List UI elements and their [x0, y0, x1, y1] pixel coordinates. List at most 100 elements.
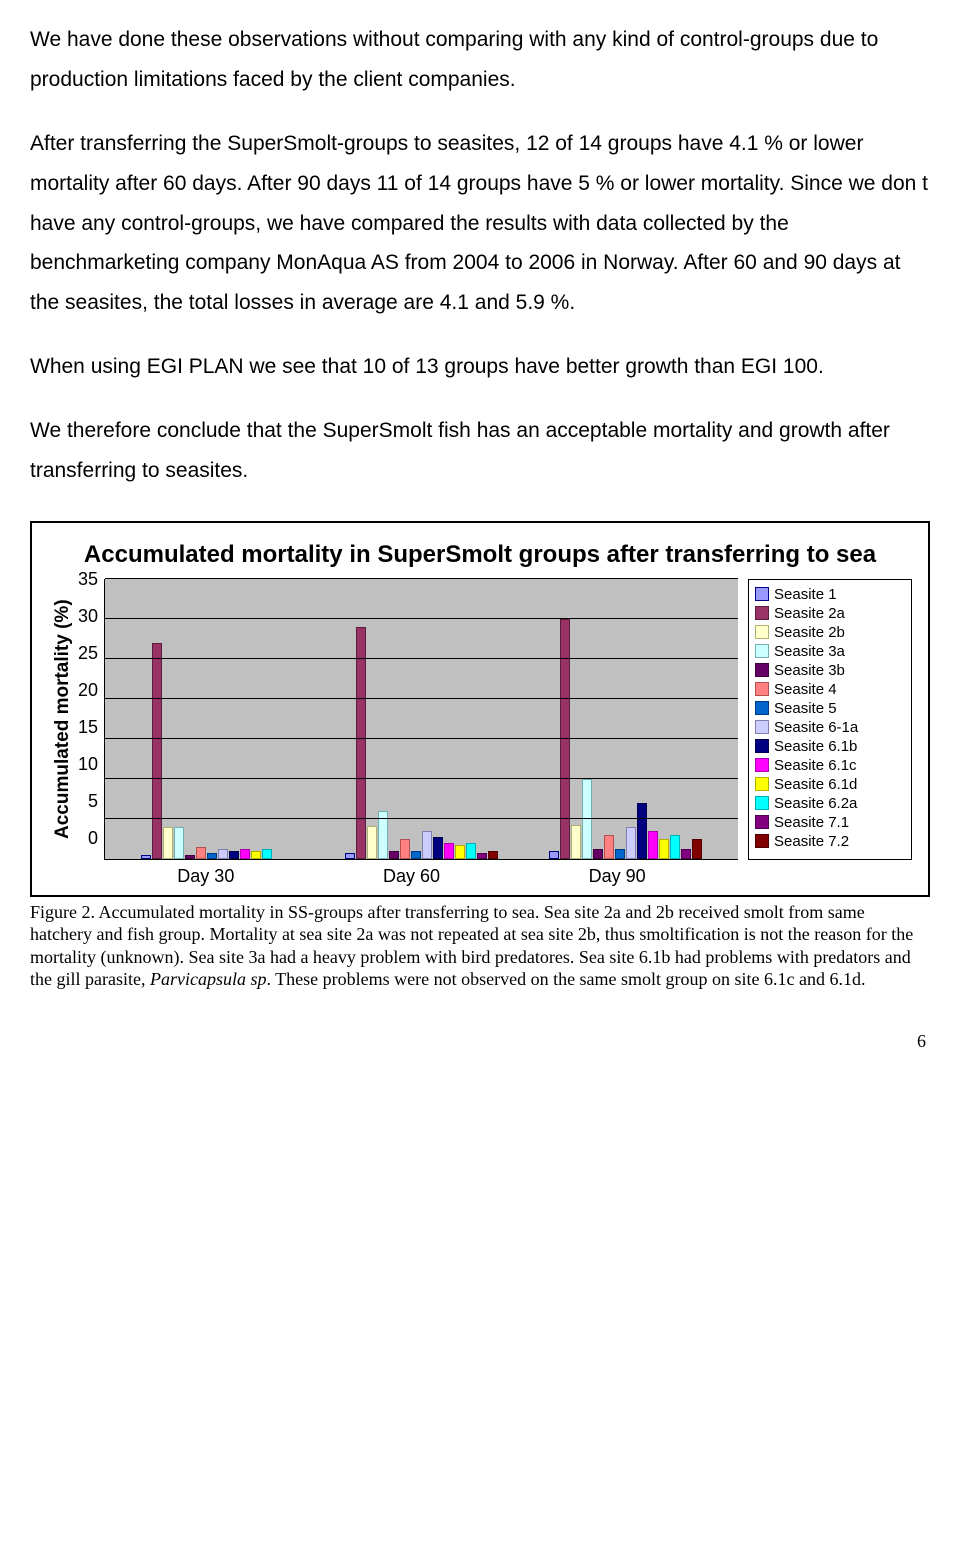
legend-item: Seasite 5: [755, 700, 905, 717]
legend-item: Seasite 6.1b: [755, 738, 905, 755]
y-tick: 35: [78, 569, 98, 590]
legend-label: Seasite 5: [774, 700, 837, 717]
legend-item: Seasite 6.1c: [755, 757, 905, 774]
bar: [582, 779, 592, 859]
bar: [251, 851, 261, 859]
legend-swatch: [755, 739, 769, 753]
y-axis-label: Accumulated mortality (%): [48, 579, 78, 860]
grid-line: [105, 738, 738, 739]
bar-group: [141, 579, 294, 859]
bar: [670, 835, 680, 859]
bar: [152, 643, 162, 859]
bar: [367, 826, 377, 859]
legend-label: Seasite 6.1b: [774, 738, 857, 755]
y-tick: 0: [78, 828, 98, 849]
legend-item: Seasite 6.1d: [755, 776, 905, 793]
bar: [477, 853, 487, 859]
bar: [626, 827, 636, 859]
y-tick: 5: [78, 791, 98, 812]
bar: [185, 855, 195, 859]
y-tick: 10: [78, 754, 98, 775]
legend-label: Seasite 4: [774, 681, 837, 698]
paragraph-2: After transferring the SuperSmolt-groups…: [30, 124, 930, 323]
legend-label: Seasite 1: [774, 586, 837, 603]
legend-item: Seasite 7.1: [755, 814, 905, 831]
bar-group: [549, 579, 702, 859]
y-tick: 25: [78, 643, 98, 664]
bar: [356, 627, 366, 859]
legend-swatch: [755, 796, 769, 810]
legend-item: Seasite 7.2: [755, 833, 905, 850]
bar: [400, 839, 410, 859]
legend-label: Seasite 6.1c: [774, 757, 857, 774]
x-axis-ticks: Day 30Day 60Day 90: [103, 866, 720, 887]
legend-item: Seasite 3a: [755, 643, 905, 660]
bar: [218, 849, 228, 859]
page: We have done these observations without …: [0, 0, 960, 1072]
chart-row: Accumulated mortality (%) 35302520151050…: [48, 579, 912, 860]
bar: [692, 839, 702, 859]
legend-swatch: [755, 701, 769, 715]
legend-swatch: [755, 834, 769, 848]
legend: Seasite 1 Seasite 2a Seasite 2b Seasite 3a S…: [748, 579, 912, 860]
grid-line: [105, 698, 738, 699]
paragraph-3: When using EGI PLAN we see that 10 of 13…: [30, 347, 930, 387]
page-number: 6: [30, 1031, 930, 1052]
legend-swatch: [755, 720, 769, 734]
x-tick: Day 30: [177, 866, 234, 887]
grid-line: [105, 778, 738, 779]
bar: [549, 851, 559, 859]
legend-swatch: [755, 606, 769, 620]
caption-italic: Parvicapsula sp: [150, 969, 267, 989]
legend-swatch: [755, 644, 769, 658]
bar: [196, 847, 206, 859]
bar: [637, 803, 647, 859]
legend-label: Seasite 7.1: [774, 814, 849, 831]
y-tick: 30: [78, 606, 98, 627]
bar: [681, 849, 691, 859]
bar: [571, 825, 581, 859]
legend-item: Seasite 6.2a: [755, 795, 905, 812]
legend-item: Seasite 2b: [755, 624, 905, 641]
legend-label: Seasite 2a: [774, 605, 845, 622]
bar: [466, 843, 476, 859]
bar: [345, 853, 355, 859]
figure-box: Accumulated mortality in SuperSmolt grou…: [30, 521, 930, 897]
legend-item: Seasite 1: [755, 586, 905, 603]
bar: [593, 849, 603, 859]
grid-line: [105, 818, 738, 819]
chart-title: Accumulated mortality in SuperSmolt grou…: [48, 541, 912, 569]
bar: [141, 855, 151, 859]
bar-group: [345, 579, 498, 859]
bar: [433, 837, 443, 859]
y-tick: 20: [78, 680, 98, 701]
paragraph-4: We therefore conclude that the SuperSmol…: [30, 411, 930, 491]
bar-groups: [105, 579, 738, 859]
legend-swatch: [755, 682, 769, 696]
legend-item: Seasite 6-1a: [755, 719, 905, 736]
bar: [560, 619, 570, 859]
bar: [229, 851, 239, 859]
bar: [488, 851, 498, 859]
legend-item: Seasite 3b: [755, 662, 905, 679]
legend-swatch: [755, 663, 769, 677]
bar: [389, 851, 399, 859]
bar: [455, 845, 465, 859]
bar: [659, 839, 669, 859]
bar: [422, 831, 432, 859]
y-axis-ticks: 35302520151050: [78, 569, 104, 849]
bar: [240, 849, 250, 859]
caption-suffix: . These problems were not observed on th…: [266, 969, 865, 989]
grid-line: [105, 578, 738, 579]
legend-label: Seasite 6.1d: [774, 776, 857, 793]
legend-label: Seasite 3a: [774, 643, 845, 660]
legend-label: Seasite 3b: [774, 662, 845, 679]
plot-area: [104, 579, 738, 860]
bar: [174, 827, 184, 859]
bar: [648, 831, 658, 859]
legend-swatch: [755, 815, 769, 829]
bar: [615, 849, 625, 859]
legend-item: Seasite 4: [755, 681, 905, 698]
x-tick: Day 90: [589, 866, 646, 887]
bar: [262, 849, 272, 859]
